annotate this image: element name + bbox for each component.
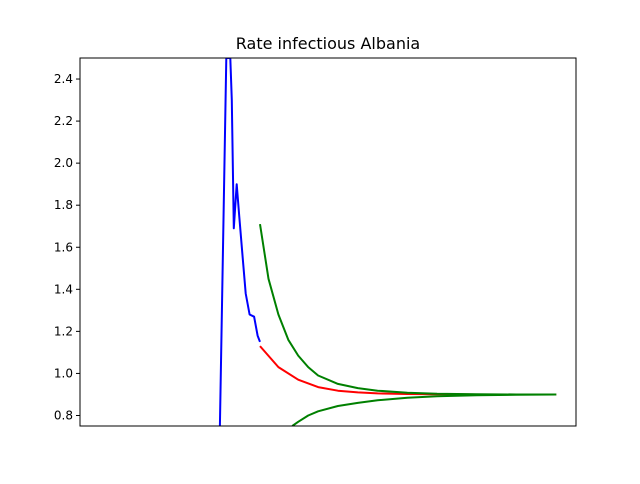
y-tick-label: 2.0 (54, 156, 73, 170)
series-layer (218, 58, 557, 426)
y-tick-label: 1.8 (54, 198, 73, 212)
series-line-1 (218, 58, 261, 426)
y-tick-label: 2.4 (54, 72, 73, 86)
y-tick-label: 1.0 (54, 366, 73, 380)
series-line-4 (291, 393, 557, 426)
series-line-3 (259, 223, 557, 396)
y-tick-label: 0.8 (54, 408, 73, 422)
y-tick-label: 1.6 (54, 240, 73, 254)
y-tick-label: 1.2 (54, 324, 73, 338)
y-tick-label: 1.4 (54, 282, 73, 296)
chart-title: Rate infectious Albania (236, 34, 420, 53)
plot-frame (79, 57, 577, 427)
y-tick-label: 2.2 (54, 114, 73, 128)
y-axis: 0.8 1.0 1.2 1.4 1.6 1.8 2.0 2.2 2.4 (54, 72, 80, 422)
